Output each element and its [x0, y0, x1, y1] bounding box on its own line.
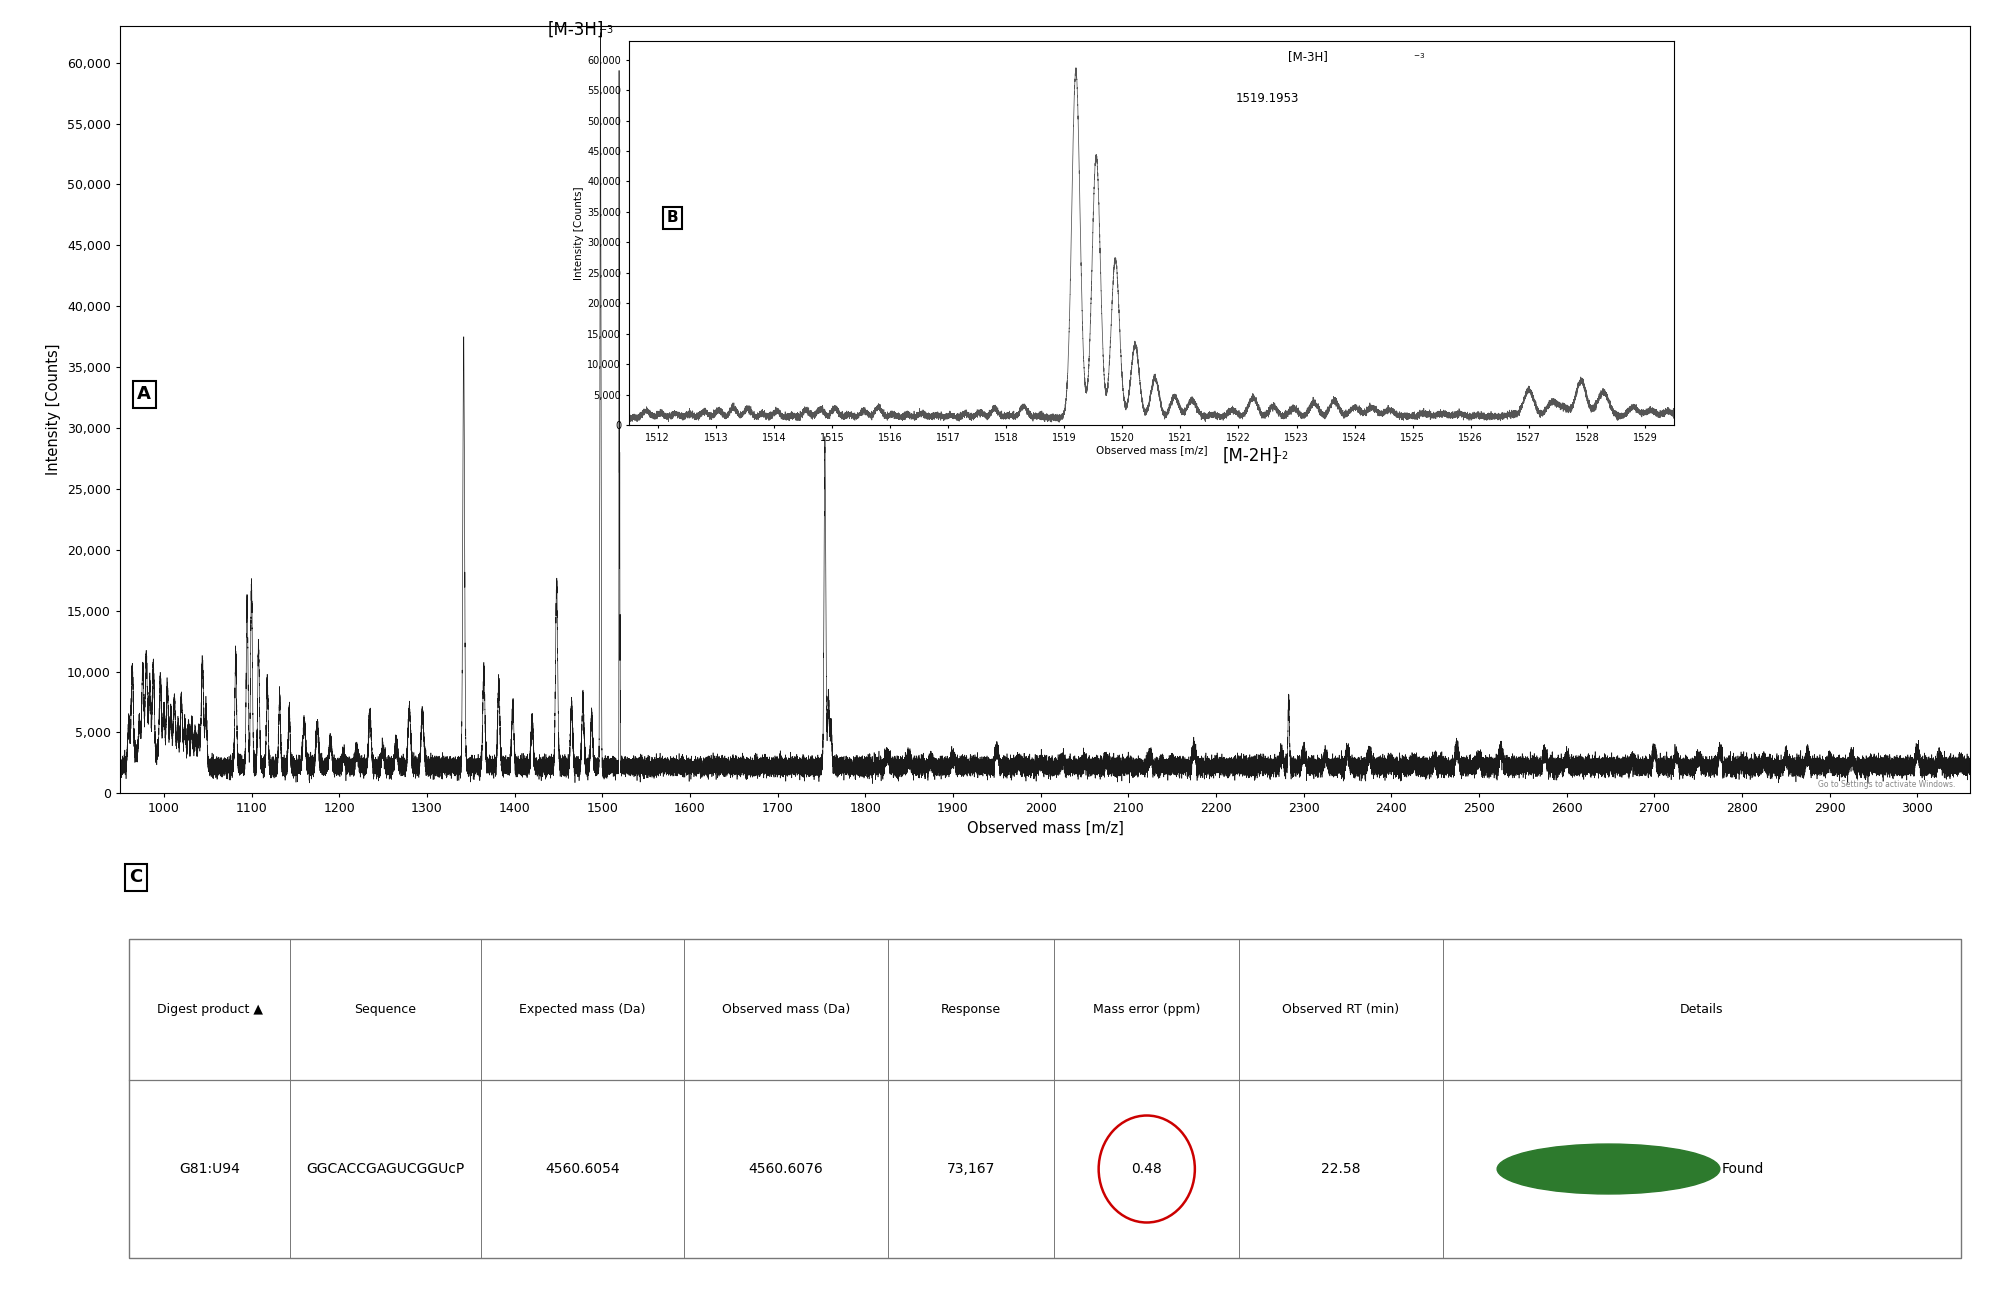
Text: Details: Details	[1680, 1002, 1724, 1015]
Text: GGCACCGAGUCGGUcP: GGCACCGAGUCGGUcP	[306, 1161, 464, 1176]
Text: $^{-3}$: $^{-3}$	[598, 25, 614, 38]
Circle shape	[1498, 1144, 1720, 1194]
Text: 0.48: 0.48	[1132, 1161, 1162, 1176]
Text: $^{-2}$: $^{-2}$	[1272, 450, 1288, 465]
Text: C: C	[130, 868, 142, 886]
Text: [M-3H]: [M-3H]	[548, 21, 604, 38]
Text: [M-2H]: [M-2H]	[1222, 446, 1280, 465]
Text: Sequence: Sequence	[354, 1002, 416, 1015]
Text: Found: Found	[1722, 1161, 1764, 1176]
Text: Go to Settings to activate Windows.: Go to Settings to activate Windows.	[1818, 780, 1956, 790]
Text: 4560.6054: 4560.6054	[546, 1161, 620, 1176]
Text: A: A	[138, 385, 150, 403]
Text: Observed mass (Da): Observed mass (Da)	[722, 1002, 850, 1015]
Text: 73,167: 73,167	[946, 1161, 996, 1176]
Text: G81:U94: G81:U94	[180, 1161, 240, 1176]
FancyBboxPatch shape	[130, 938, 1960, 1258]
Text: Digest product ▲: Digest product ▲	[156, 1002, 262, 1015]
Text: 4560.6076: 4560.6076	[748, 1161, 824, 1176]
Text: Response: Response	[940, 1002, 1002, 1015]
Y-axis label: Intensity [Counts]: Intensity [Counts]	[46, 345, 62, 475]
Text: 22.58: 22.58	[1322, 1161, 1360, 1176]
Text: Mass error (ppm): Mass error (ppm)	[1094, 1002, 1200, 1015]
Text: Expected mass (Da): Expected mass (Da)	[520, 1002, 646, 1015]
X-axis label: Observed mass [m/z]: Observed mass [m/z]	[966, 821, 1124, 837]
Text: Observed RT (min): Observed RT (min)	[1282, 1002, 1400, 1015]
